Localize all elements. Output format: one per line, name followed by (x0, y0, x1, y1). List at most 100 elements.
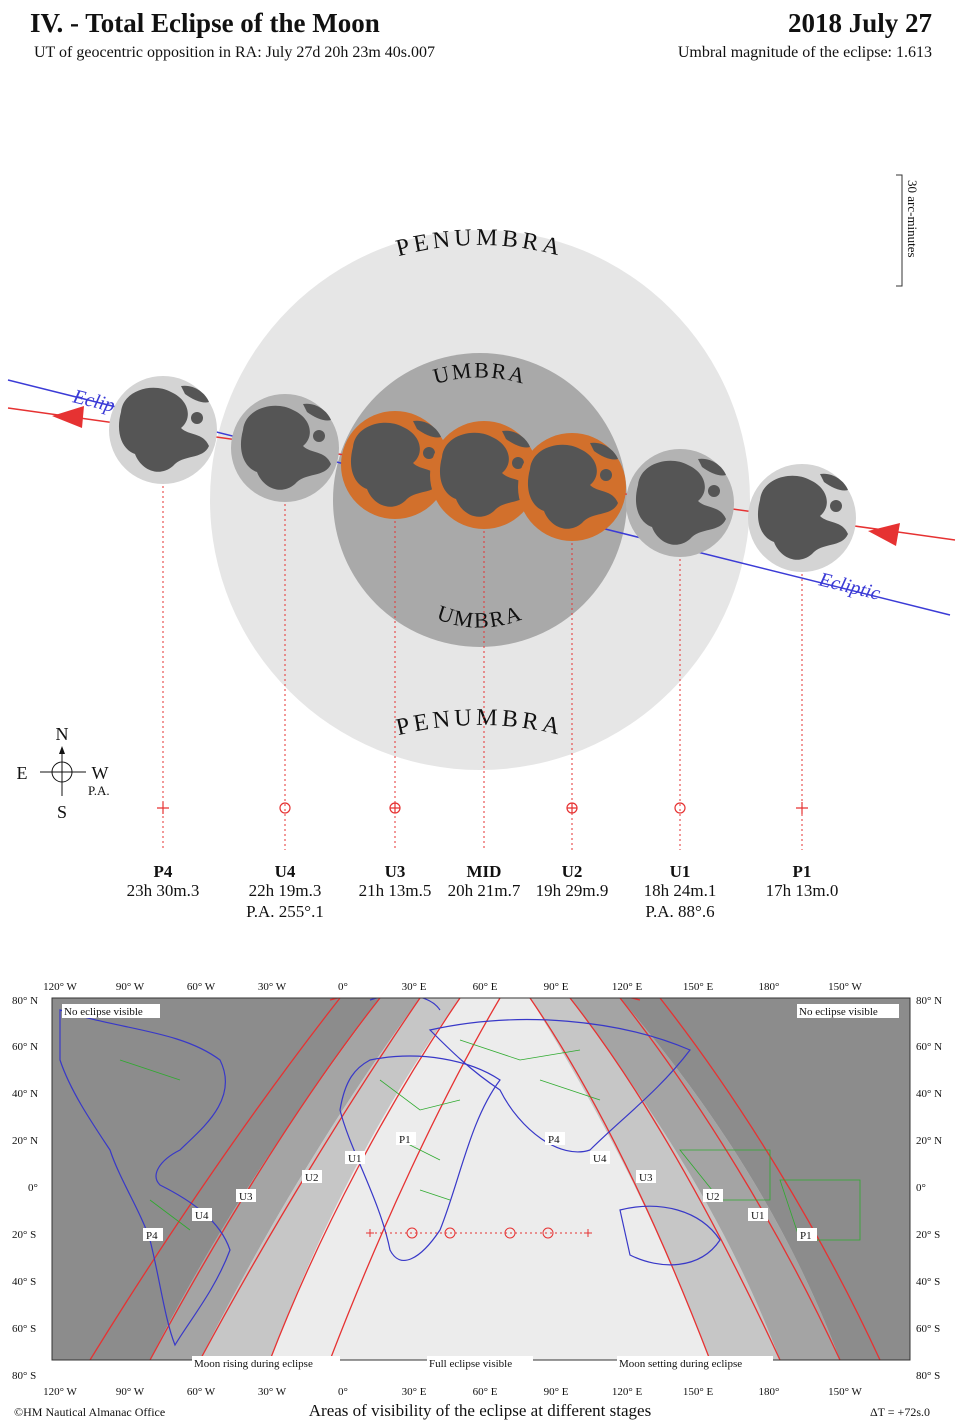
svg-text:30 arc-minutes: 30 arc-minutes (905, 180, 920, 258)
moon-u1 (626, 449, 734, 557)
svg-text:60° E: 60° E (473, 1386, 498, 1398)
band-right-light (530, 998, 780, 1360)
moon-setting-label: Moon setting during eclipse (619, 1358, 742, 1370)
contact-time: 23h 30m.3 (127, 881, 200, 900)
delta-t: ΔT = +72s.0 (870, 1405, 930, 1419)
svg-text:120° E: 120° E (612, 981, 643, 993)
compass-rose: N S E W P.A. (17, 724, 110, 822)
svg-text:150° E: 150° E (683, 1386, 714, 1398)
contact-time: 22h 19m.3 (249, 881, 322, 900)
band-right-mid (570, 998, 840, 1360)
svg-text:P.A.: P.A. (88, 783, 110, 798)
eclipse-track (366, 1227, 592, 1239)
eclipse-date: 2018 July 27 (787, 8, 932, 38)
svg-text:180°: 180° (759, 1386, 780, 1398)
svg-text:60° S: 60° S (12, 1323, 36, 1335)
umbral-magnitude: Umbral magnitude of the eclipse: 1.613 (677, 44, 932, 61)
svg-text:120° W: 120° W (43, 981, 77, 993)
contact-id: U3 (385, 862, 406, 881)
contact-id: U4 (275, 862, 296, 881)
contact-time: 18h 24m.1 (644, 881, 717, 900)
contact-time: 17h 13m.0 (766, 881, 839, 900)
svg-text:0°: 0° (28, 1182, 38, 1194)
svg-text:80° S: 80° S (12, 1370, 36, 1382)
contact-time: 19h 29m.9 (536, 881, 609, 900)
svg-text:N: N (56, 724, 69, 744)
band-left-mid (150, 998, 420, 1360)
contact-curves (89, 998, 881, 1360)
svg-text:U1: U1 (348, 1153, 361, 1165)
moon-u4 (231, 394, 339, 502)
svg-text:U1: U1 (751, 1210, 764, 1222)
scale-bar: 30 arc-minutes (896, 174, 920, 287)
svg-text:S: S (57, 802, 67, 822)
map-caption: Areas of visibility of the eclipse at di… (309, 1401, 651, 1420)
moon-p1 (748, 464, 856, 572)
svg-text:U3: U3 (239, 1191, 253, 1203)
svg-text:40° N: 40° N (916, 1088, 942, 1100)
svg-text:150° E: 150° E (683, 981, 714, 993)
svg-text:0°: 0° (338, 981, 348, 993)
page-title: IV. - Total Eclipse of the Moon (30, 8, 380, 38)
svg-text:90° W: 90° W (116, 981, 145, 993)
no-eclipse-right: No eclipse visible (799, 1006, 878, 1018)
path-arrow-right (868, 523, 900, 546)
svg-text:60° N: 60° N (916, 1041, 942, 1053)
svg-text:20° S: 20° S (12, 1229, 36, 1241)
svg-text:150° W: 150° W (828, 1386, 862, 1398)
coastlines (59, 998, 721, 1347)
svg-text:30° W: 30° W (258, 981, 287, 993)
svg-text:30° W: 30° W (258, 1386, 287, 1398)
moon-u2 (518, 433, 626, 541)
contact-id: U1 (670, 862, 691, 881)
svg-text:P4: P4 (548, 1134, 560, 1146)
svg-text:120° W: 120° W (43, 1386, 77, 1398)
eclipse-diagram: PENUMBRA PENUMBRA UMBRA UMBRA Eclip Ecli… (7, 174, 956, 921)
band-left-light (200, 998, 460, 1360)
moon-mid (430, 421, 538, 529)
contact-time: 21h 13m.5 (359, 881, 432, 900)
svg-text:90° E: 90° E (544, 981, 569, 993)
svg-text:P1: P1 (399, 1134, 411, 1146)
contact-id: P1 (793, 862, 812, 881)
svg-text:20° S: 20° S (916, 1229, 940, 1241)
svg-text:40° N: 40° N (12, 1088, 38, 1100)
svg-text:120° E: 120° E (612, 1386, 643, 1398)
svg-text:180°: 180° (759, 981, 780, 993)
svg-text:U3: U3 (639, 1172, 653, 1184)
svg-text:W: W (92, 763, 109, 783)
svg-text:150° W: 150° W (828, 981, 862, 993)
contact-id: U2 (562, 862, 583, 881)
curve-labels: P4 U4 U3 U2 U1 P1 P4 U4 U3 U2 U1 P1 (143, 1132, 817, 1242)
band-left-dark (52, 998, 380, 1360)
latitude-labels: 80° N 60° N 40° N 20° N 0° 20° S 40° S 6… (12, 995, 942, 1382)
contact-markers (157, 802, 808, 814)
moon-rising-label: Moon rising during eclipse (194, 1358, 313, 1370)
svg-text:30° E: 30° E (402, 1386, 427, 1398)
contact-labels: P4 23h 30m.3 U4 22h 19m.3 P.A. 255°.1 U3… (127, 862, 839, 921)
map-annotations: No eclipse visible No eclipse visible Mo… (62, 1004, 899, 1370)
contact-id: MID (467, 862, 502, 881)
svg-text:U4: U4 (593, 1153, 607, 1165)
svg-text:60° E: 60° E (473, 981, 498, 993)
svg-text:P1: P1 (800, 1230, 812, 1242)
svg-text:80° S: 80° S (916, 1370, 940, 1382)
ecliptic-label-right: Ecliptic (816, 568, 883, 605)
svg-text:0°: 0° (916, 1182, 926, 1194)
svg-text:30° E: 30° E (402, 981, 427, 993)
svg-text:60° S: 60° S (916, 1323, 940, 1335)
svg-text:40° S: 40° S (916, 1276, 940, 1288)
band-right-dark (620, 998, 910, 1360)
svg-text:60° W: 60° W (187, 981, 216, 993)
map-frame (51, 997, 911, 1361)
svg-text:20° N: 20° N (12, 1135, 38, 1147)
borders (119, 1039, 861, 1241)
svg-text:60° N: 60° N (12, 1041, 38, 1053)
contact-time: 20h 21m.7 (448, 881, 521, 900)
moon-p4 (109, 376, 217, 484)
svg-text:90° W: 90° W (116, 1386, 145, 1398)
svg-text:E: E (17, 763, 28, 783)
path-arrow-left (52, 406, 84, 428)
svg-text:U4: U4 (195, 1210, 209, 1222)
contact-pa: P.A. 255°.1 (246, 902, 324, 921)
